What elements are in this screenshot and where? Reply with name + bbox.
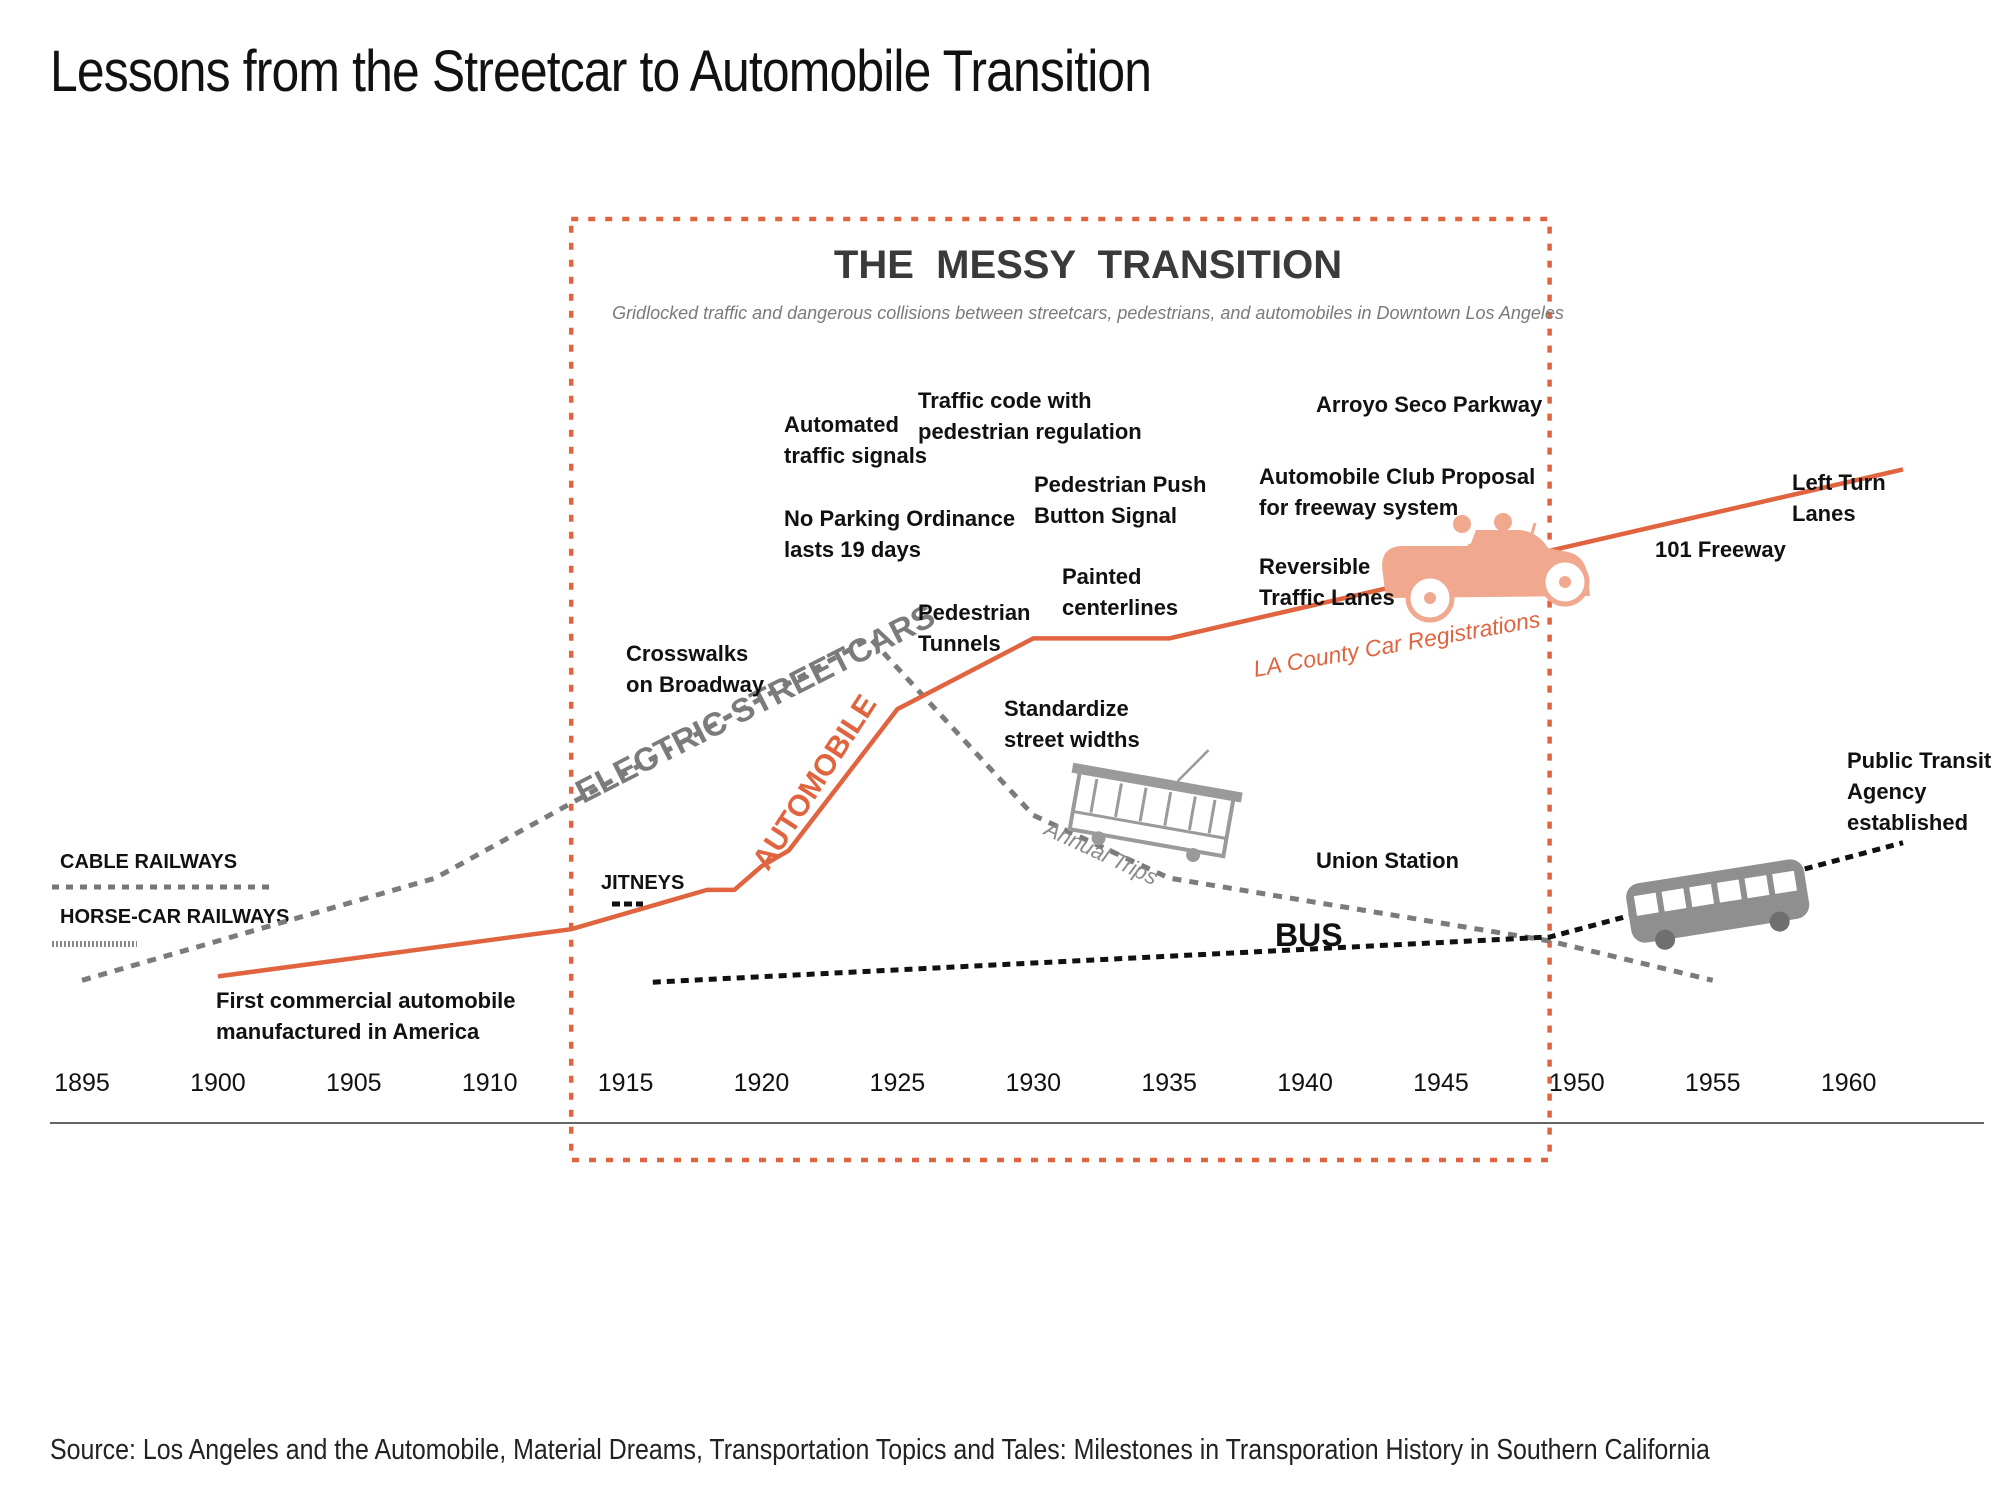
- annotation-automated-signals: Automated traffic signals: [784, 412, 927, 468]
- annotation-pedestrian-tunnels: Pedestrian Tunnels: [918, 600, 1031, 656]
- annotation-text: Agency: [1847, 779, 1927, 804]
- annotation-text: lasts 19 days: [784, 537, 921, 562]
- annotation-text: Automobile Club Proposal: [1259, 464, 1535, 489]
- messy-transition-box: [568, 216, 1552, 1163]
- legend-label-cable-railways: CABLE RAILWAYS: [60, 851, 237, 873]
- car-icon: [1382, 513, 1590, 623]
- x-tick-label: 1940: [1277, 1069, 1333, 1097]
- annotation-text: Public Transit: [1847, 748, 1992, 773]
- series-line-automobile: [217, 467, 1904, 979]
- annotation-text: Automated: [784, 412, 899, 437]
- annotation-transit-agency: Public Transit Agency established: [1847, 748, 1992, 835]
- bus-icon: [1626, 859, 1810, 950]
- x-tick-label: 1930: [1005, 1069, 1061, 1097]
- annotation-text: Traffic code with: [918, 388, 1092, 413]
- annotation-text: manufactured in America: [216, 1019, 480, 1044]
- x-tick-label: 1935: [1141, 1069, 1197, 1097]
- x-tick-label: 1950: [1549, 1069, 1605, 1097]
- x-tick-label: 1915: [598, 1069, 654, 1097]
- source-note: Source: Los Angeles and the Automobile, …: [50, 1434, 1710, 1466]
- x-tick-label: 1920: [734, 1069, 790, 1097]
- annotation-text: Traffic Lanes: [1259, 585, 1395, 610]
- annotation-text: Arroyo Seco Parkway: [1316, 392, 1543, 417]
- annotation-reversible-lanes: Reversible Traffic Lanes: [1259, 554, 1395, 610]
- x-tick-label: 1955: [1685, 1069, 1741, 1097]
- annotation-text: Lanes: [1792, 501, 1856, 526]
- annotation-text: No Parking Ordinance: [784, 506, 1015, 531]
- annotation-text: street widths: [1004, 727, 1140, 752]
- x-tick-label: 1960: [1821, 1069, 1877, 1097]
- annotation-crosswalks: Crosswalks on Broadway: [626, 641, 765, 697]
- x-tick-label: 1910: [462, 1069, 518, 1097]
- annotation-text: First commercial automobile: [216, 988, 516, 1013]
- series-label-car-registrations: LA County Car Registrations: [1251, 606, 1542, 682]
- legend: CABLE RAILWAYS HORSE-CAR RAILWAYS JITNEY…: [52, 851, 684, 947]
- x-tick-label: 1905: [326, 1069, 382, 1097]
- x-tick-label: 1900: [190, 1069, 246, 1097]
- annotation-text: for freeway system: [1259, 495, 1458, 520]
- annotation-text: Tunnels: [918, 631, 1001, 656]
- annotation-text: pedestrian regulation: [918, 419, 1142, 444]
- annotation-text: 101 Freeway: [1655, 537, 1787, 562]
- x-axis-ticks: 1895 1900 1905 1910 1915 1920 1925 1930 1935 1940…: [54, 1069, 1876, 1097]
- annotation-text: Standardize: [1004, 696, 1129, 721]
- annotation-left-turn-lanes: Left Turn Lanes: [1792, 470, 1886, 526]
- annotation-text: on Broadway: [626, 672, 765, 697]
- annotation-street-widths: Standardize street widths: [1004, 696, 1140, 752]
- annotation-push-button: Pedestrian Push Button Signal: [1034, 472, 1206, 528]
- x-tick-label: 1925: [870, 1069, 926, 1097]
- series-label-annual-trips: Annual Trips: [1039, 815, 1162, 890]
- annotation-text: Reversible: [1259, 554, 1370, 579]
- transition-title: THE MESSY TRANSITION: [834, 243, 1342, 287]
- annotation-text: centerlines: [1062, 595, 1178, 620]
- annotation-centerlines: Painted centerlines: [1062, 564, 1178, 620]
- series-label-electric-streetcars: ELECTRIC STREETCARS: [569, 597, 940, 811]
- annotation-text: Left Turn: [1792, 470, 1886, 495]
- transition-subtitle: Gridlocked traffic and dangerous collisi…: [612, 303, 1564, 323]
- annotation-traffic-code: Traffic code with pedestrian regulation: [918, 388, 1142, 444]
- series-line-electric-streetcars: [81, 635, 1714, 983]
- annotation-text: Pedestrian Push: [1034, 472, 1206, 497]
- annotation-text: Union Station: [1316, 848, 1459, 873]
- annotation-text: Painted: [1062, 564, 1141, 589]
- annotation-text: traffic signals: [784, 443, 927, 468]
- annotation-text: Pedestrian: [918, 600, 1031, 625]
- annotation-no-parking: No Parking Ordinance lasts 19 days: [784, 506, 1015, 562]
- series-label-bus: BUS: [1275, 917, 1343, 953]
- page-title: Lessons from the Streetcar to Automobile…: [50, 39, 1152, 104]
- annotation-101-freeway: 101 Freeway: [1655, 537, 1787, 562]
- x-tick-label: 1945: [1413, 1069, 1469, 1097]
- x-tick-label: 1895: [54, 1069, 110, 1097]
- annotation-arroyo-seco: Arroyo Seco Parkway: [1316, 392, 1543, 417]
- streetcar-icon: [1067, 749, 1243, 862]
- annotation-text: established: [1847, 810, 1968, 835]
- annotation-union-station: Union Station: [1316, 848, 1459, 873]
- annotation-first-automobile: First commercial automobile manufactured…: [216, 988, 516, 1044]
- legend-label-horse-car-railways: HORSE-CAR RAILWAYS: [60, 906, 289, 928]
- annotation-text: Button Signal: [1034, 503, 1177, 528]
- legend-label-jitneys: JITNEYS: [601, 872, 684, 894]
- annotation-text: Crosswalks: [626, 641, 748, 666]
- annotation-freeway-proposal: Automobile Club Proposal for freeway sys…: [1259, 464, 1535, 520]
